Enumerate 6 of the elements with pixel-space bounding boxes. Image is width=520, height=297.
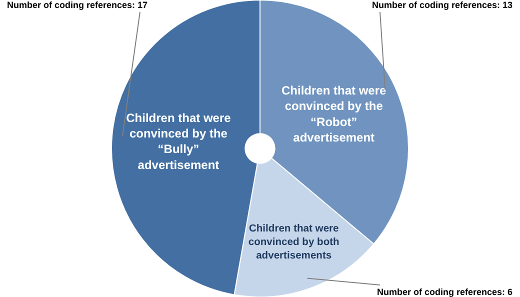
slice-label: Children that were convinced by the “Robot” advertisement bbox=[282, 84, 387, 144]
data-label: Number of coding references: 17 bbox=[7, 0, 148, 10]
data-label: Number of coding references: 13 bbox=[372, 0, 513, 10]
slice-label: Children that were convinced by the “Bully” advertisement bbox=[126, 110, 232, 172]
slice-label: Children that were convinced by both advertisements bbox=[248, 224, 340, 262]
data-label: Number of coding references: 6 bbox=[377, 287, 513, 297]
